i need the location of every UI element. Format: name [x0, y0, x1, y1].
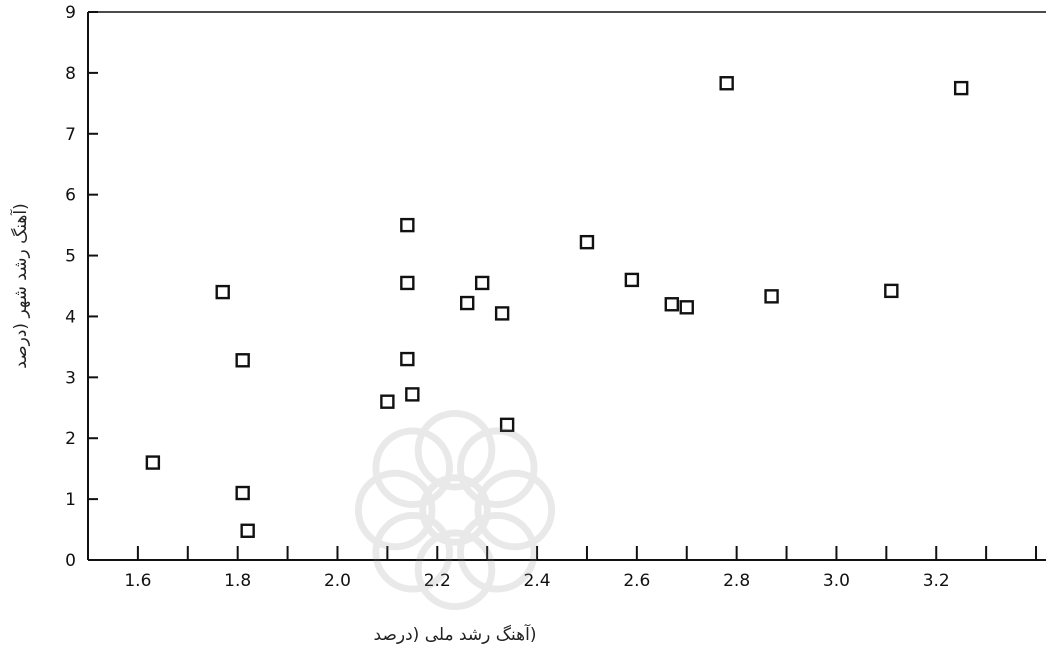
y-tick-label: 6 [65, 186, 76, 206]
data-point [499, 417, 515, 433]
data-point [400, 217, 415, 233]
y-tick-label: 9 [65, 3, 76, 23]
data-point [624, 272, 640, 288]
data-point [579, 234, 595, 250]
data-point [380, 394, 395, 409]
x-tick-group: 1.6 1.8 2.0 2.2 2.4 2.6 2.8 3.0 3.2 [87, 546, 1038, 591]
y-tick-label: 4 [65, 307, 76, 327]
y-tick-label: 5 [65, 247, 76, 267]
data-point [235, 485, 250, 501]
data-point [400, 275, 415, 291]
y-axis-title: (آهنگ رشد شهر (درصد [9, 203, 31, 368]
y-tick-group: 0 1 2 3 4 5 6 7 8 9 [65, 3, 98, 571]
data-point [719, 76, 734, 91]
x-tick-label: 2.8 [723, 571, 750, 591]
x-tick-label: 2.2 [424, 571, 451, 591]
scatter-points [145, 76, 969, 538]
data-point [405, 387, 420, 402]
data-point [460, 295, 475, 311]
x-tick-label: 2.6 [623, 571, 650, 591]
x-tick-label: 3.0 [823, 571, 850, 591]
data-point [215, 284, 230, 300]
y-tick-label: 1 [65, 490, 76, 510]
y-tick-label: 7 [65, 125, 76, 145]
data-point [240, 523, 255, 538]
y-tick-label: 2 [65, 429, 76, 449]
x-tick-label: 1.8 [224, 571, 251, 591]
data-point [679, 300, 694, 315]
y-tick-label: 8 [65, 64, 76, 84]
data-point [400, 351, 415, 367]
y-tick-label: 3 [65, 368, 76, 388]
data-point [953, 80, 969, 96]
data-point [235, 353, 250, 368]
data-point [474, 275, 490, 291]
data-point [764, 289, 779, 304]
x-tick-label: 3.2 [923, 571, 950, 591]
data-point [145, 455, 161, 470]
data-point [664, 297, 679, 312]
x-tick-label: 2.4 [524, 571, 551, 591]
y-tick-label: 0 [65, 551, 76, 571]
x-axis-title: (آهنگ رشد ملی (درصد [374, 623, 537, 645]
x-tick-label: 1.6 [124, 571, 151, 591]
data-point [494, 306, 510, 321]
rosette-logo-icon [354, 409, 556, 611]
x-tick-label: 2.0 [324, 571, 351, 591]
data-point [884, 283, 899, 299]
